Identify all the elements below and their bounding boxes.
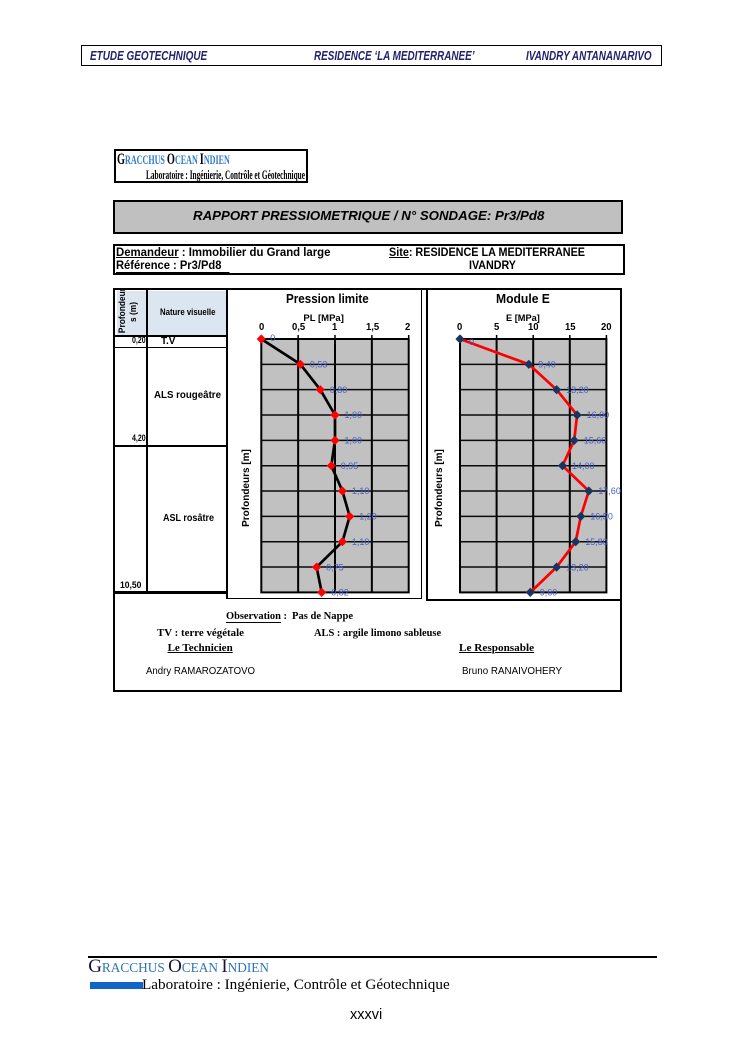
svg-text:15,80: 15,80 [585, 537, 608, 547]
svg-text:9,60: 9,60 [540, 588, 558, 598]
svg-text:1,10: 1,10 [352, 486, 370, 496]
svg-text:15,60: 15,60 [584, 436, 607, 446]
svg-text:1,10: 1,10 [352, 537, 370, 547]
svg-text:1,20: 1,20 [359, 512, 377, 522]
svg-text:0,75: 0,75 [326, 562, 344, 572]
svg-text:14,00: 14,00 [572, 461, 595, 471]
svg-text:1,00: 1,00 [345, 410, 363, 420]
svg-text:0: 0 [469, 337, 474, 347]
svg-text:0,95: 0,95 [341, 461, 359, 471]
svg-text:13,20: 13,20 [566, 385, 589, 395]
svg-text:13,20: 13,20 [566, 562, 589, 572]
svg-text:1,00: 1,00 [345, 436, 363, 446]
svg-text:16,50: 16,50 [590, 512, 613, 522]
svg-text:0,53: 0,53 [310, 360, 328, 370]
svg-text:17,60: 17,60 [598, 486, 621, 496]
svg-text:9,40: 9,40 [538, 360, 556, 370]
svg-text:16,00: 16,00 [587, 410, 610, 420]
svg-text:0: 0 [270, 333, 275, 343]
svg-text:0,80: 0,80 [330, 385, 348, 395]
svg-text:0,82: 0,82 [331, 588, 349, 598]
